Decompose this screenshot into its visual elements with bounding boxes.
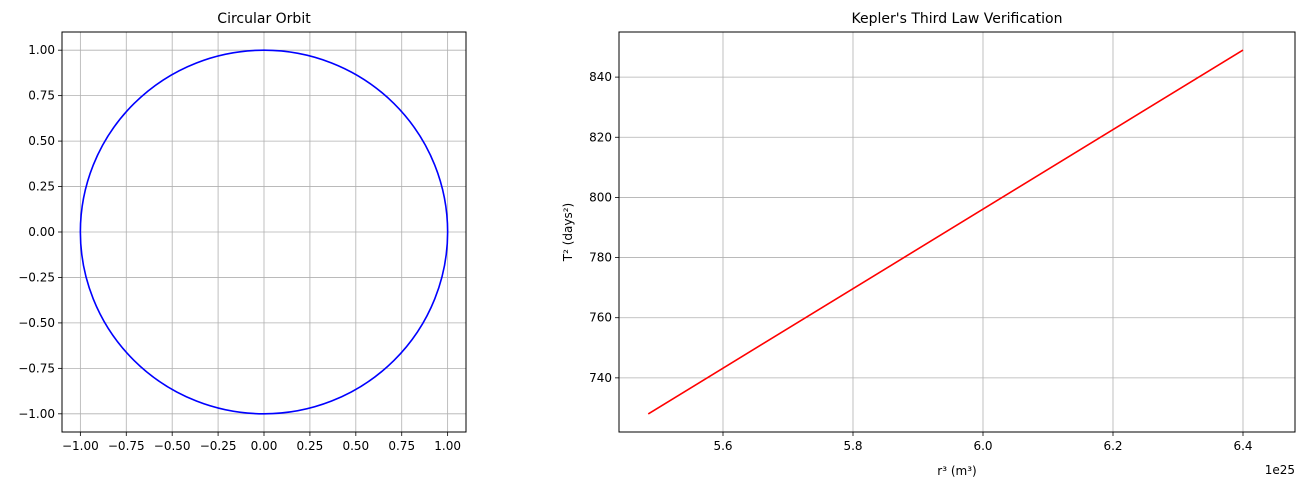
chart-title: Kepler's Third Law Verification (852, 11, 1063, 27)
x-tick-label: −1.00 (62, 439, 99, 453)
x-tick-label: 6.2 (1103, 439, 1122, 453)
y-axis-ticks: −1.00 −0.75 −0.50 −0.25 0.00 0.25 0.50 0.75 1.00 (18, 43, 62, 421)
x-tick-label: 5.8 (843, 439, 862, 453)
y-tick-label: 0.75 (28, 89, 55, 103)
plot-frame (618, 31, 1296, 433)
grid (619, 32, 1295, 432)
y-tick-label: 0.25 (28, 180, 55, 194)
series (647, 49, 1244, 415)
x-tick-label: 6.4 (1233, 439, 1252, 453)
x-tick-label: −0.50 (154, 439, 191, 453)
y-tick-label: 760 (589, 311, 612, 325)
x-tick-label: 0.25 (297, 439, 324, 453)
x-tick-label: 0.75 (388, 439, 415, 453)
x-tick-label: −0.75 (108, 439, 145, 453)
x-axis-ticks: 5.6 5.8 6.0 6.2 6.4 (713, 432, 1253, 453)
y-tick-label: −0.75 (18, 361, 55, 375)
y-tick-label: −0.25 (18, 270, 55, 284)
y-tick-label: 1.00 (28, 43, 55, 57)
x-tick-label: 5.6 (713, 439, 732, 453)
series (79, 49, 449, 415)
y-axis-label: T² (days²) (561, 203, 575, 262)
x-axis-ticks: −1.00 −0.75 −0.50 −0.25 0.00 0.25 0.50 0.75 1.00 (62, 432, 461, 453)
grid (62, 32, 466, 432)
x-tick-label: 0.50 (342, 439, 369, 453)
y-tick-label: 0.50 (28, 134, 55, 148)
chart-title: Circular Orbit (217, 11, 311, 27)
orbit-line (79, 49, 449, 415)
y-tick-label: −0.50 (18, 316, 55, 330)
y-tick-label: 820 (589, 130, 612, 144)
y-axis-ticks: 740 760 780 800 820 840 (589, 70, 619, 385)
x-tick-label: 0.00 (251, 439, 278, 453)
y-tick-label: 840 (589, 70, 612, 84)
y-tick-label: 740 (589, 371, 612, 385)
x-axis-label: r³ (m³) (937, 464, 976, 478)
x-tick-label: 6.0 (973, 439, 992, 453)
y-tick-label: 800 (589, 190, 612, 204)
kepler-law-chart: Kepler's Third Law Verification 5.6 5.8 6.… (561, 11, 1296, 478)
x-tick-label: −0.25 (200, 439, 237, 453)
circular-orbit-chart: Circular Orbit −1.00 −0.75 −0.50 −0.25 0.00 0… (18, 11, 467, 453)
y-tick-label: −1.00 (18, 407, 55, 421)
y-tick-label: 0.00 (28, 225, 55, 239)
x-tick-label: 1.00 (434, 439, 461, 453)
y-tick-label: 780 (589, 251, 612, 265)
x-axis-offset-label: 1e25 (1265, 463, 1295, 477)
series-line (647, 49, 1244, 415)
